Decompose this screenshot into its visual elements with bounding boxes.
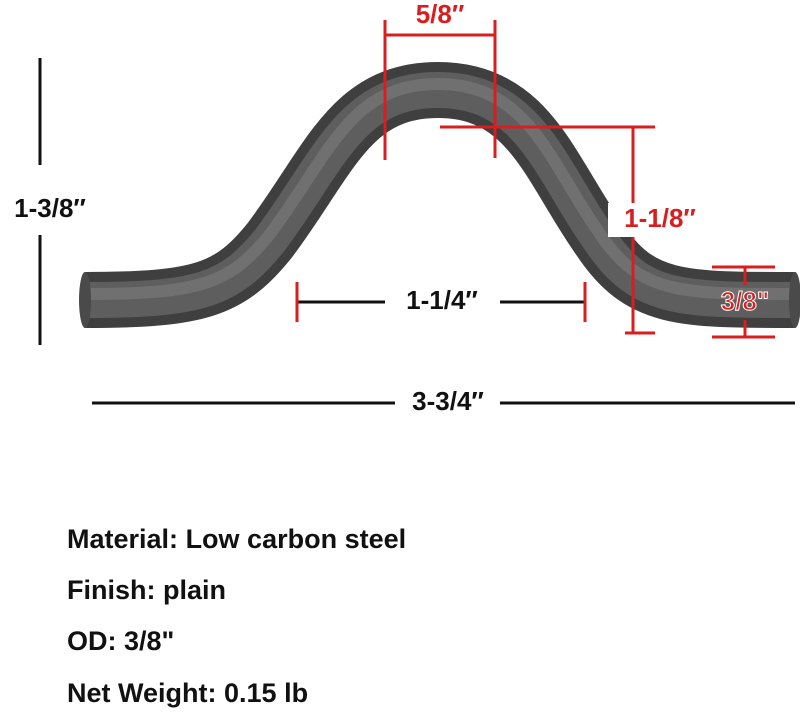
base-gap-dimension <box>295 282 587 322</box>
spec-line: OD: 3/8" <box>67 626 174 656</box>
spec-label: Net Weight: <box>67 678 217 708</box>
spec-value: 0.15 lb <box>224 678 308 708</box>
spec-line: Net Weight: 0.15 lb <box>67 678 308 708</box>
top-width-dimension <box>383 20 497 160</box>
spec-label: Finish: <box>67 575 156 605</box>
spec-value: 3/8" <box>124 626 174 656</box>
steel-tube <box>79 61 800 328</box>
base-gap-label: 1-1/4″ <box>406 285 478 315</box>
bend-height-label: 1-1/8″ <box>624 203 696 233</box>
label-bg <box>608 203 718 237</box>
diameter-dimension <box>712 265 775 339</box>
height-label: 1-3/8″ <box>14 193 86 223</box>
spec-value: plain <box>163 575 226 605</box>
length-label: 3-3/4″ <box>412 386 484 416</box>
specs: Material: Low carbon steel Finish: plain… <box>67 524 406 708</box>
spec-line: Finish: plain <box>67 575 226 605</box>
spec-label: Material: <box>67 524 178 554</box>
spec-label: OD: <box>67 626 117 656</box>
spec-line: Material: Low carbon steel <box>67 524 406 554</box>
top-width-label: 5/8″ <box>416 0 465 29</box>
spec-value: Low carbon steel <box>186 524 407 554</box>
diameter-label: 3/8" <box>721 286 769 316</box>
